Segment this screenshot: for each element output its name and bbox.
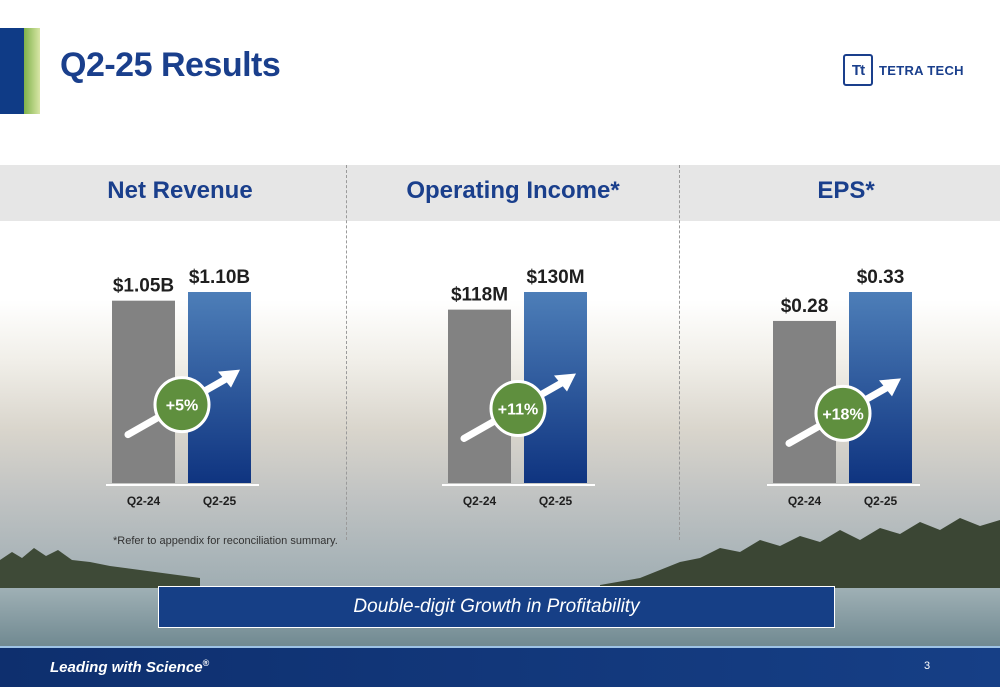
growth-label: +11%	[498, 401, 538, 418]
tetra-tech-logo: Tt TETRA TECH	[843, 54, 964, 86]
logo-text: TETRA TECH	[879, 62, 964, 78]
bar-value-label: $1.10B	[189, 267, 250, 288]
footer-bar: Leading with Science® 3	[0, 646, 1000, 687]
bar-value-label: $0.28	[781, 296, 829, 317]
bar-value-label: $118M	[451, 285, 508, 306]
growth-badge	[814, 384, 872, 442]
bar-value-label: $0.33	[857, 267, 905, 288]
panel-title-net-revenue: Net Revenue	[107, 177, 253, 204]
arrow-head-icon	[554, 373, 576, 392]
callout-text: Double-digit Growth in Profitability	[353, 596, 640, 617]
arrow-head-icon	[879, 378, 901, 397]
arrow-head-icon	[218, 369, 240, 388]
bar-value-label: $130M	[526, 267, 584, 288]
title-accent-bar	[0, 28, 40, 114]
growth-badge	[153, 376, 211, 434]
category-label: Q2-25	[864, 494, 898, 508]
footnote: *Refer to appendix for reconciliation su…	[113, 535, 338, 547]
category-label: Q2-25	[203, 494, 237, 508]
panel-title-operating-income: Operating Income*	[406, 177, 620, 204]
panel-title-eps: EPS*	[817, 177, 875, 204]
category-label: Q2-24	[127, 494, 161, 508]
panel-divider	[679, 165, 680, 540]
bar-value-label: $1.05B	[113, 276, 174, 297]
footer-tagline: Leading with Science®	[50, 658, 209, 676]
growth-badge	[489, 379, 547, 437]
category-label: Q2-25	[539, 494, 573, 508]
logo-mark-icon: Tt	[843, 54, 873, 86]
far-trees-left	[0, 548, 200, 590]
far-trees-right	[600, 518, 1000, 600]
category-label: Q2-24	[463, 494, 497, 508]
page-number: 3	[924, 660, 931, 672]
growth-label: +18%	[822, 406, 863, 423]
registered-mark: ®	[202, 658, 210, 668]
category-label: Q2-24	[788, 494, 822, 508]
panel-header-band	[0, 165, 1000, 221]
panel-divider	[346, 165, 347, 540]
page-title: Q2-25 Results	[60, 46, 281, 84]
growth-label: +5%	[166, 398, 198, 415]
growth-callout: Double-digit Growth in Profitability	[158, 586, 835, 628]
tagline-text: Leading with Science	[50, 659, 203, 676]
